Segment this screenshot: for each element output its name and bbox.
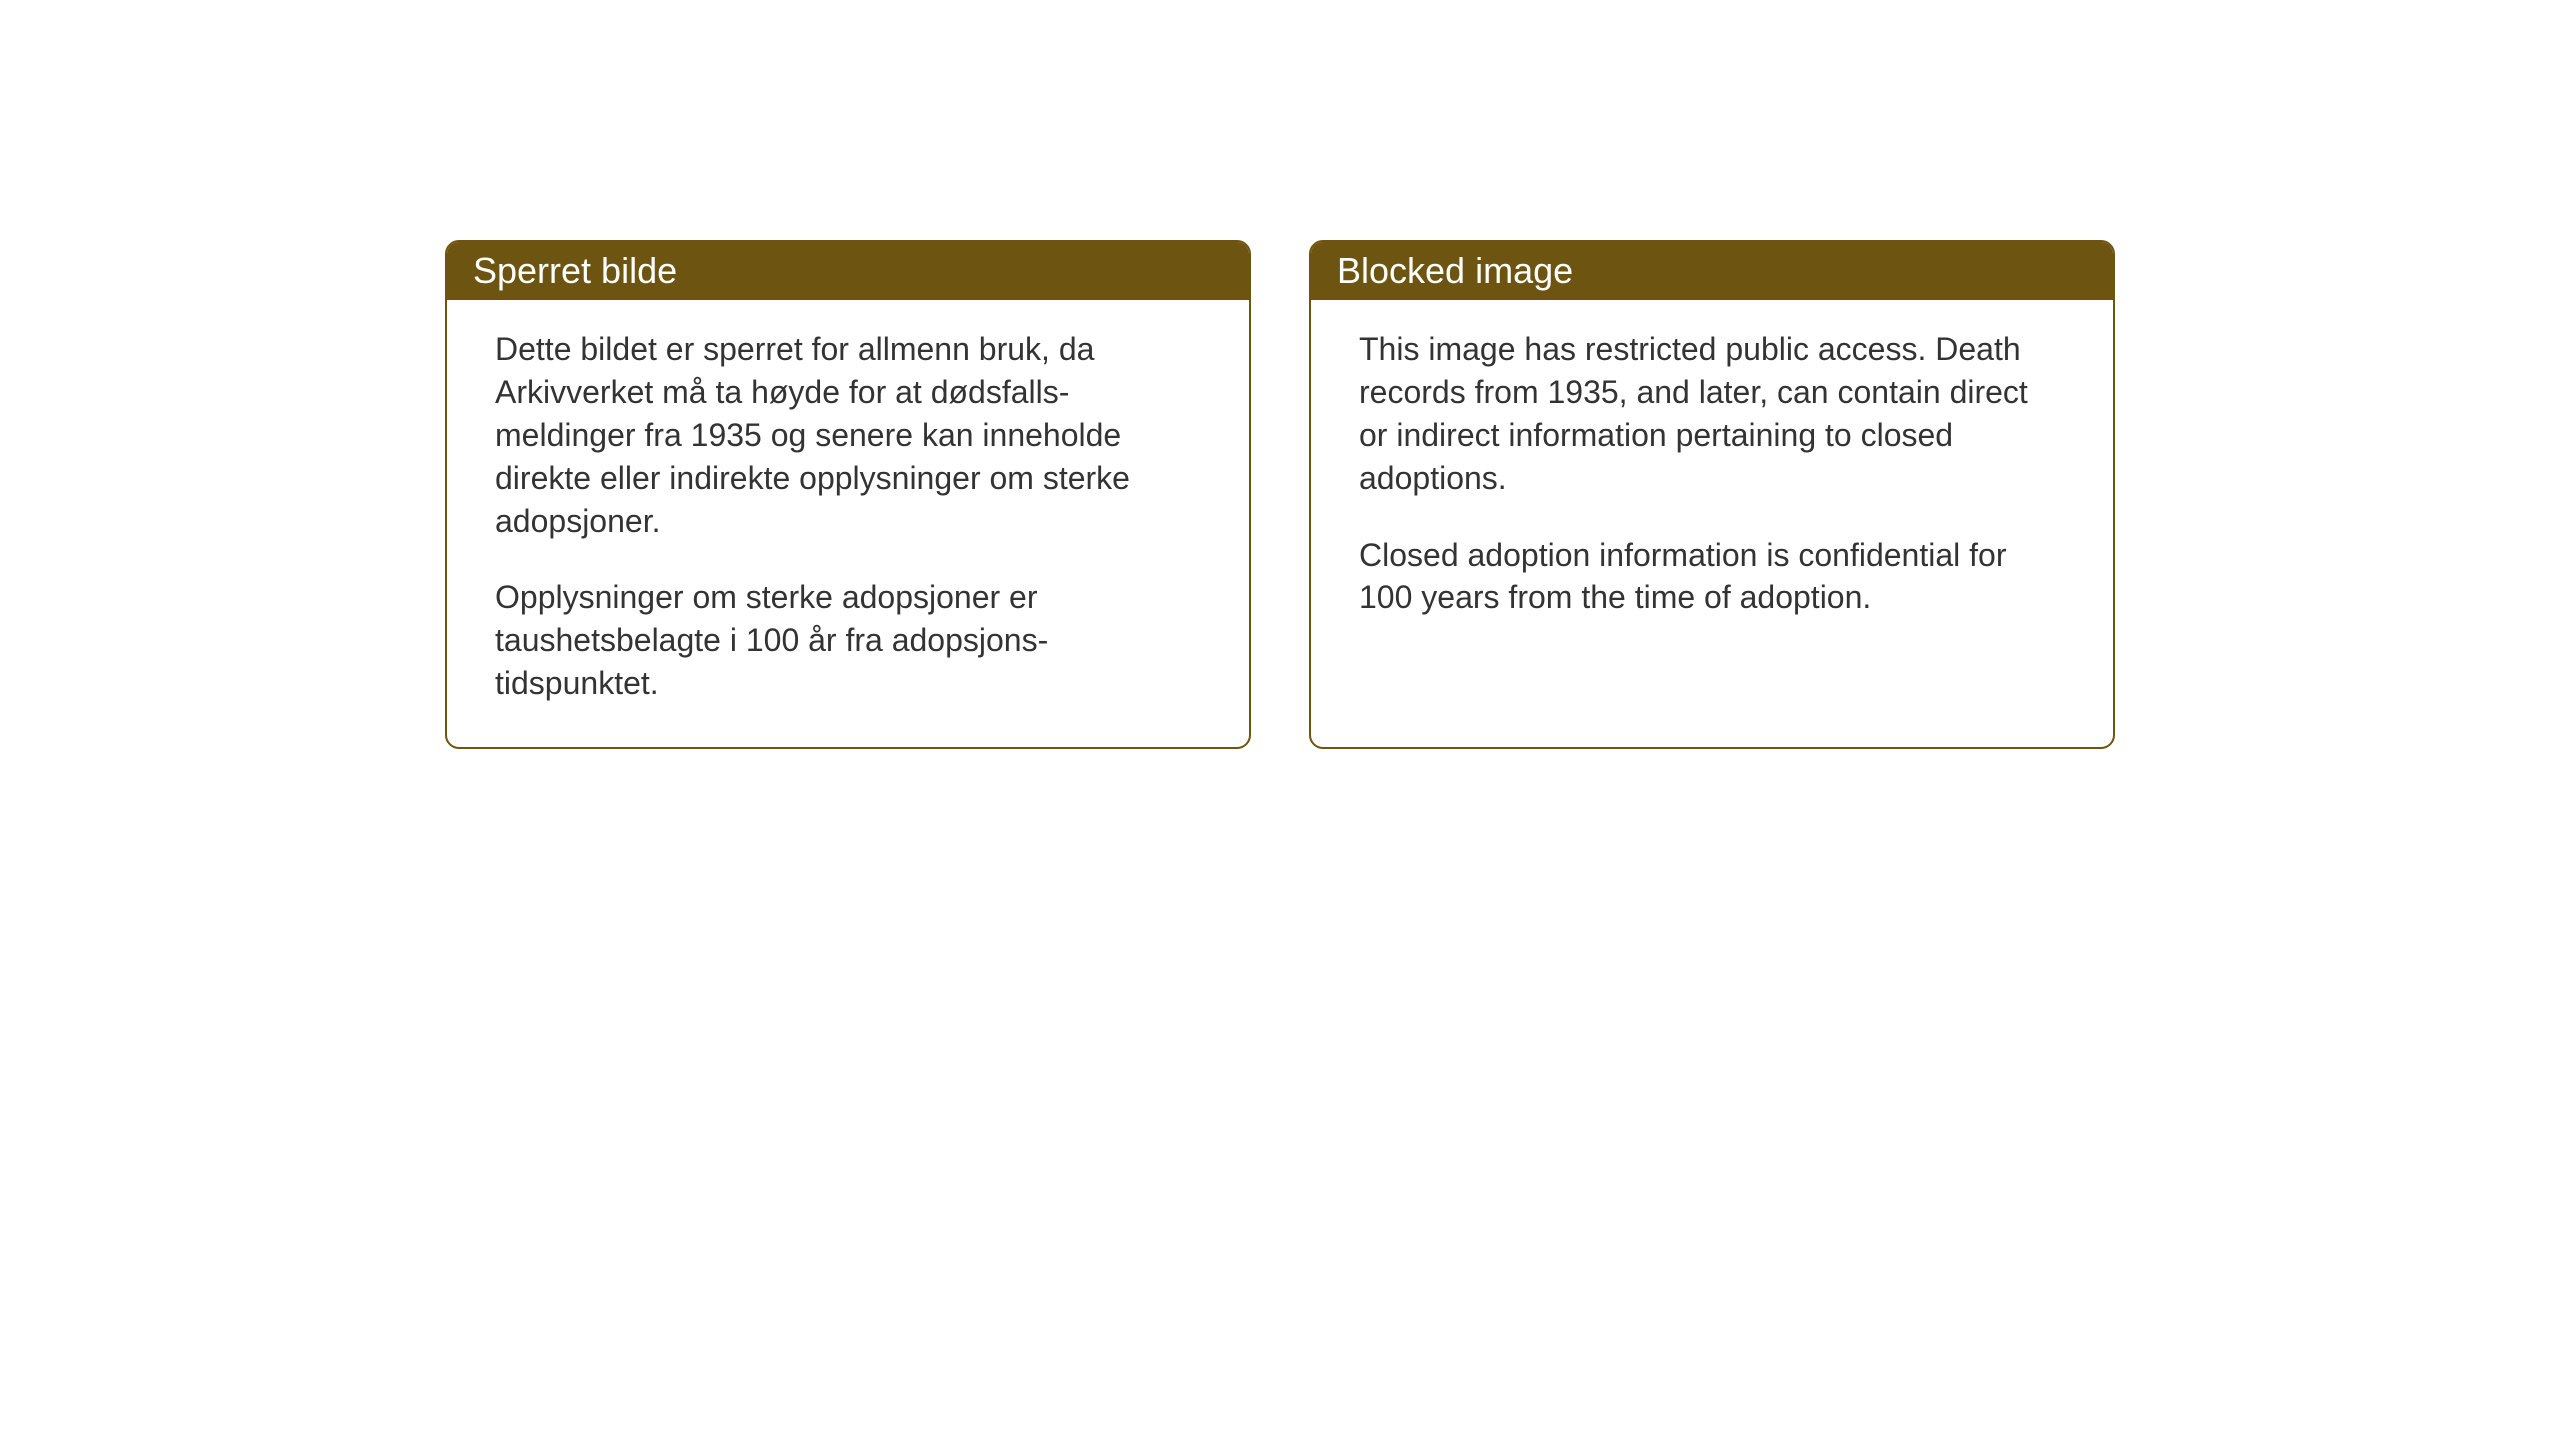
notice-card-norwegian: Sperret bilde Dette bildet er sperret fo…: [445, 240, 1251, 749]
notice-card-english: Blocked image This image has restricted …: [1309, 240, 2115, 749]
notice-body-english: This image has restricted public access.…: [1311, 300, 2113, 661]
notice-container: Sperret bilde Dette bildet er sperret fo…: [445, 240, 2115, 749]
notice-title-english: Blocked image: [1337, 250, 1573, 291]
notice-body-norwegian: Dette bildet er sperret for allmenn bruk…: [447, 300, 1249, 747]
notice-title-norwegian: Sperret bilde: [473, 250, 677, 291]
notice-paragraph-1-norwegian: Dette bildet er sperret for allmenn bruk…: [495, 328, 1201, 542]
notice-header-english: Blocked image: [1311, 242, 2113, 300]
notice-paragraph-2-english: Closed adoption information is confident…: [1359, 534, 2065, 620]
notice-paragraph-2-norwegian: Opplysninger om sterke adopsjoner er tau…: [495, 576, 1201, 705]
notice-paragraph-1-english: This image has restricted public access.…: [1359, 328, 2065, 500]
notice-header-norwegian: Sperret bilde: [447, 242, 1249, 300]
